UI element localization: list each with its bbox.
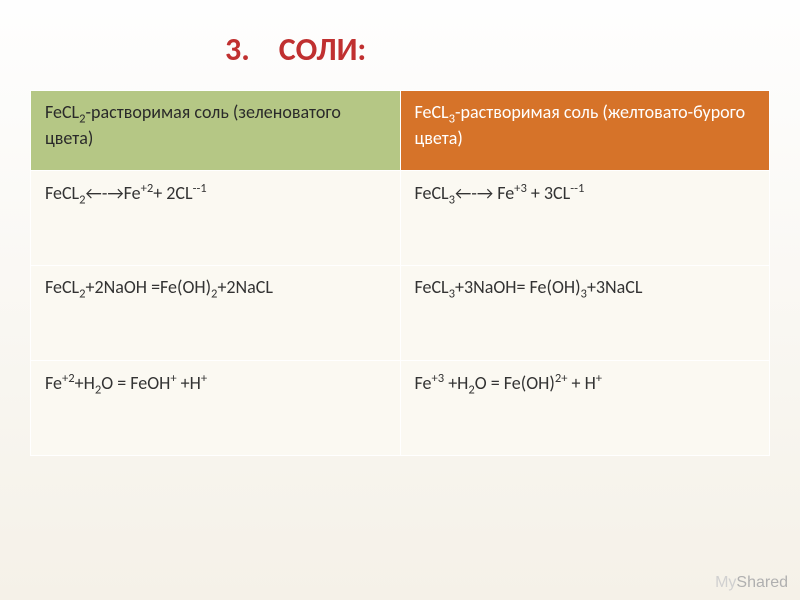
- table-row: Fe+2+H2O = FeOH+ +H+ Fe+3 +H2O = Fe(OH)2…: [31, 361, 770, 456]
- watermark: MyShared: [715, 574, 788, 592]
- cell-hydrolysis-fe3: Fe+3 +H2O = Fe(OH)2+ + H+: [400, 361, 770, 456]
- title-number: 3.: [225, 30, 250, 69]
- cell-dissociation-fecl2: FeCL2←-→Fe+2+ 2CL--1: [31, 171, 401, 266]
- table-header-row: FeCL2-растворимая соль (зеленоватого цве…: [31, 91, 770, 171]
- header-cell-fecl3: FeCL3-растворимая соль (желтовато-бурого…: [400, 91, 770, 171]
- cell-naoh-fecl3: FeCL3+3NaOH= Fe(OH)3+3NaCL: [400, 266, 770, 361]
- slide-title: 3. СОЛИ:: [225, 30, 366, 69]
- title-text: СОЛИ:: [279, 30, 367, 69]
- salts-table: FeCL2-растворимая соль (зеленоватого цве…: [30, 90, 770, 456]
- cell-naoh-fecl2: FeCL2+2NaOH =Fe(OH)2+2NaCL: [31, 266, 401, 361]
- cell-hydrolysis-fe2: Fe+2+H2O = FeOH+ +H+: [31, 361, 401, 456]
- cell-dissociation-fecl3: FeCL3←-→ Fe+3 + 3CL--1: [400, 171, 770, 266]
- table-row: FeCL2←-→Fe+2+ 2CL--1 FeCL3←-→ Fe+3 + 3CL…: [31, 171, 770, 266]
- header-cell-fecl2: FeCL2-растворимая соль (зеленоватого цве…: [31, 91, 401, 171]
- table-row: FeCL2+2NaOH =Fe(OH)2+2NaCL FeCL3+3NaOH= …: [31, 266, 770, 361]
- title-spacer: [257, 30, 271, 69]
